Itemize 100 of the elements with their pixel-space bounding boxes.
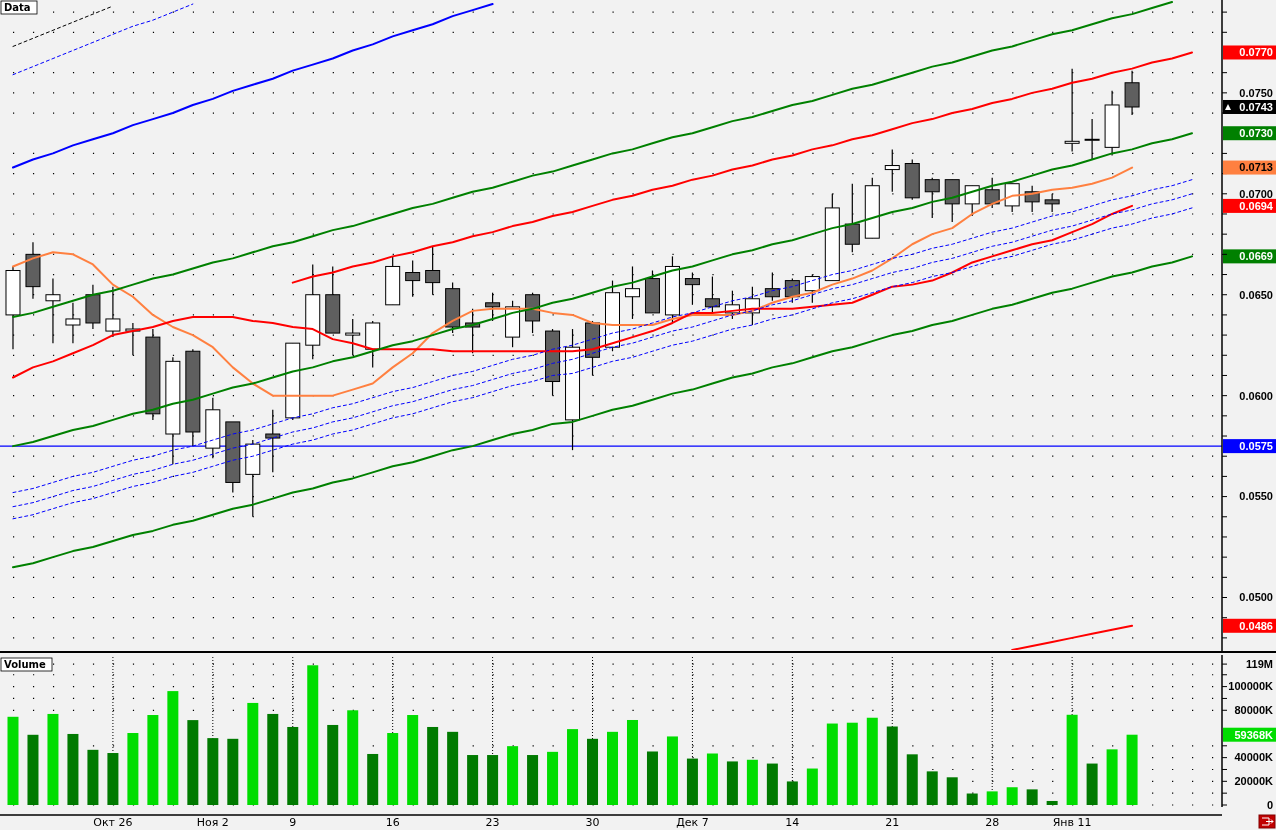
bar [407,715,419,805]
bar [786,781,798,805]
x-tick-label: Дек 7 [676,816,709,829]
bar [587,738,599,805]
bar [487,755,499,805]
bar [926,771,938,805]
bar [147,715,159,805]
bar [167,691,179,805]
bar [886,726,898,805]
x-tick-label: 16 [385,816,400,829]
y-tick-label: 0.0700 [1239,187,1273,200]
bar [207,738,219,805]
bar [1106,749,1118,805]
candlestick [65,302,81,344]
x-tick-label: 30 [585,816,600,829]
bar [527,755,539,805]
bar [1126,734,1138,805]
x-tick-label: 9 [289,816,297,829]
bar [1006,787,1018,805]
bar [547,751,559,805]
bar [966,793,978,805]
bar [766,763,778,805]
y-tick-label: 40000K [1234,751,1274,764]
y-tick-label: 0.0694 [1239,199,1274,212]
x-tick-label: Ноя 2 [196,816,229,829]
bar [387,733,399,805]
bar [567,729,579,805]
bar [646,751,658,805]
x-tick-label: 14 [785,816,800,829]
y-tick-label: 20000K [1234,775,1274,788]
bar [307,665,319,805]
line-series [11,204,1134,379]
x-tick-label: 21 [885,816,900,829]
candlestick [1084,118,1100,161]
bar [946,777,958,805]
bar [706,753,718,805]
bar [866,717,878,805]
bar [666,736,678,805]
bar [7,716,19,805]
x-tick-label: Окт 26 [93,816,133,829]
x-tick-label: Янв 11 [1052,816,1092,829]
line-series [11,132,1194,448]
chart-title: Volume [4,659,47,670]
line-series [1011,624,1134,650]
bar [467,755,479,805]
bar [287,726,299,805]
bar [47,713,59,805]
candlestick [105,286,121,338]
bar [1026,789,1038,805]
bar [27,734,39,805]
y-tick-label: 0.0500 [1239,591,1273,604]
x-tick-label: 23 [485,816,500,829]
bar [726,761,738,805]
y-tick-label: 0.0770 [1239,46,1273,59]
bar [507,746,519,805]
bar [1086,763,1098,805]
y-tick-label: 0 [1266,798,1273,811]
candlestick [924,177,940,219]
bar [367,753,379,805]
line-series [11,166,1134,397]
y-tick-label: 59368K [1234,728,1274,741]
bar [746,759,758,805]
bar [347,710,359,805]
bar [826,723,838,805]
bar [846,722,858,805]
bar [626,719,638,805]
y-tick-label: 119M [1246,657,1273,670]
bar [607,731,618,805]
line-series [291,51,1194,284]
x-tick-label: 28 [985,816,1000,829]
bar [227,738,239,805]
chart-title: Data [4,2,31,13]
y-tick-label: 0.0550 [1239,490,1273,503]
ref-line-label: 0.0575 [1239,439,1273,452]
bar [806,768,818,805]
line-series [11,255,1194,569]
y-tick-label: 0.0486 [1239,619,1273,632]
y-tick-label: 0.0750 [1239,86,1273,99]
candlestick [45,277,61,344]
y-tick-label: 0.0650 [1239,288,1273,301]
y-tick-label: 80000K [1234,704,1274,717]
y-tick-label: 0.0743 [1239,100,1273,113]
bar [267,713,279,805]
bar [107,753,119,805]
candlestick [984,177,1000,209]
bar [1066,714,1078,805]
bar [447,731,459,805]
bar [87,749,99,805]
bar [327,724,339,805]
bar [247,702,259,805]
bar [686,758,698,805]
candlestick [345,318,361,356]
bar [1046,800,1058,805]
candlestick [1064,68,1080,152]
bar [906,754,918,805]
bar [187,720,199,805]
y-tick-label: 0.0600 [1239,389,1273,402]
y-tick-label: 0.0730 [1239,127,1273,140]
y-tick-label: 0.0713 [1239,161,1273,174]
bar [67,733,79,805]
